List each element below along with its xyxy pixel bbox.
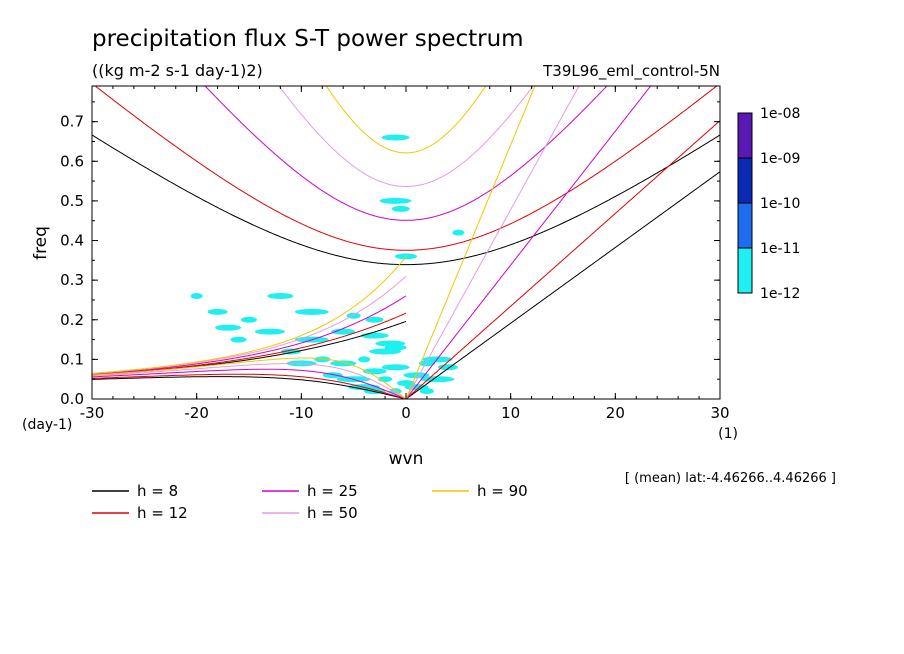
legend-label: h = 50: [307, 504, 358, 522]
spectrum-blob: [437, 364, 458, 371]
spectrum-blob: [215, 324, 242, 331]
y-tick-label: 0.5: [60, 192, 84, 210]
y-axis-label: freq: [31, 226, 51, 260]
colorbar-label: 1e-09: [760, 151, 800, 167]
x-tick-label: -20: [184, 404, 209, 422]
spectrum-blob: [294, 308, 329, 315]
spectrum-blob: [230, 336, 247, 343]
dispersion-line: [92, 363, 407, 399]
y-axis-unit: (day-1): [22, 417, 72, 433]
spectrum-blob: [420, 376, 455, 383]
y-tick-label: 0.7: [60, 113, 84, 131]
dispersion-line: [405, 120, 720, 399]
plot-area: [91, 85, 721, 400]
dispersion-line: [405, 86, 652, 399]
spectrum-blob: [395, 253, 417, 260]
footnote: [ (mean) lat:-4.46266..4.46266 ]: [625, 471, 836, 486]
x-tick-label: 10: [501, 404, 520, 422]
dispersion-line: [92, 376, 407, 399]
dispersion-line: [92, 312, 407, 376]
y-axis: 0.0 0.1 0.2 0.3 0.4 0.5 0.6 0.7: [60, 101, 720, 408]
y-tick-label: 0.4: [60, 232, 84, 250]
dispersion-line: [92, 295, 407, 375]
x-tick-label: -30: [80, 404, 105, 422]
x-tick-label: 30: [710, 404, 729, 422]
y-tick-label: 0.6: [60, 152, 84, 170]
dispersion-line: [94, 86, 718, 251]
colorbar-label: 1e-12: [760, 286, 800, 302]
dispersion-line: [405, 86, 536, 399]
spectrum-blob: [375, 340, 406, 347]
spectrum-blob: [207, 308, 228, 315]
dispersion-line: [325, 86, 487, 154]
colorbar-label: 1e-08: [760, 106, 800, 122]
plot-frame: [92, 86, 720, 399]
spectrum-blob: [381, 364, 410, 371]
legend-label: h = 25: [307, 482, 358, 500]
legend-label: h = 8: [137, 482, 178, 500]
legend-label: h = 12: [137, 504, 188, 522]
y-tick-label: 0.2: [60, 311, 84, 329]
dispersion-line: [278, 86, 534, 187]
chart-title: precipitation flux S-T power spectrum: [92, 26, 524, 52]
x-tick-label: 0: [401, 404, 411, 422]
dispersion-line: [92, 368, 407, 399]
x-axis-label: wvn: [389, 449, 424, 469]
spectrum-blob: [419, 388, 434, 395]
spectrum-blob: [314, 356, 331, 363]
spectrum-blob: [241, 316, 257, 323]
spectrum-blob: [280, 348, 301, 355]
chart-subtitle: ((kg m-2 s-1 day-1)2): [92, 61, 263, 80]
spectrum-blob: [267, 292, 294, 299]
spectrum-blob: [452, 229, 465, 236]
x-tick-label: -10: [289, 404, 314, 422]
colorbar-swatch: [737, 247, 753, 294]
x-axis: -30 -20 -10 0 10 20 30: [80, 86, 730, 422]
dispersion-line: [92, 134, 720, 266]
y-tick-label: 0.1: [60, 350, 84, 368]
y-tick-label: 0.0: [60, 390, 84, 408]
spectrum-blob: [330, 360, 357, 367]
dispersion-curves: [92, 86, 720, 399]
x-axis-unit: (1): [718, 426, 738, 442]
legend-label: h = 90: [477, 482, 528, 500]
colorbar-label: 1e-10: [760, 196, 800, 212]
spectrum-blob: [360, 332, 389, 339]
dispersion-line: [405, 86, 580, 399]
run-label: T39L96_eml_control-5N: [542, 62, 720, 81]
spectrum-blob: [254, 328, 285, 335]
dispersion-line: [204, 86, 608, 221]
y-tick-label: 0.3: [60, 271, 84, 289]
spectrum-blob: [365, 316, 384, 323]
dispersion-line: [92, 373, 407, 399]
colorbar: 1e-08 1e-09 1e-10 1e-11 1e-12: [737, 106, 800, 302]
legend: h = 8 h = 12 h = 25 h = 50 h = 90: [92, 482, 528, 522]
colorbar-label: 1e-11: [760, 241, 800, 257]
colorbar-swatch: [737, 112, 753, 159]
spectrum-blob: [190, 292, 203, 299]
spectrum-blob: [391, 205, 410, 212]
spectrum-blob: [331, 328, 356, 335]
x-tick-label: 20: [606, 404, 625, 422]
colorbar-swatch: [737, 157, 753, 204]
dispersion-line: [92, 357, 407, 399]
spectrum-blob: [379, 197, 412, 204]
spectrum-blob: [358, 356, 371, 363]
dispersion-line: [405, 171, 720, 399]
spectrum-blob: [381, 134, 410, 141]
colorbar-swatch: [737, 202, 753, 249]
dispersion-line: [92, 256, 407, 374]
